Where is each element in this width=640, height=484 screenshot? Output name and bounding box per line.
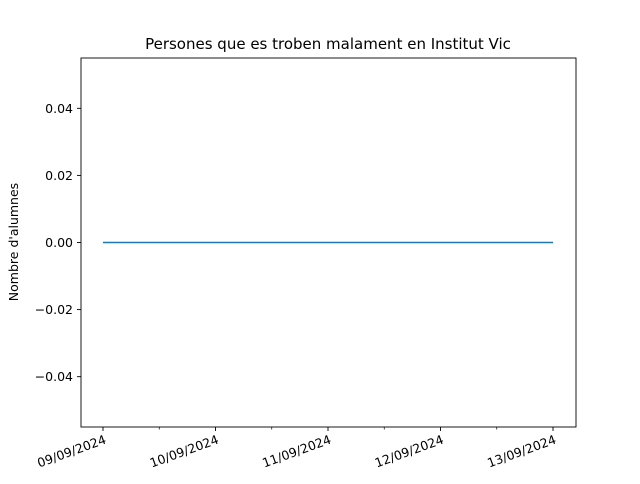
- x-tick-label: 12/09/2024: [373, 432, 446, 471]
- y-tick-label: 0.00: [45, 235, 73, 250]
- y-tick-label: 0.04: [45, 101, 73, 116]
- x-tick-label: 09/09/2024: [35, 432, 108, 471]
- chart-title: Persones que es troben malament en Insti…: [145, 35, 511, 53]
- y-tick-label: −0.04: [35, 369, 73, 384]
- x-tick-label: 10/09/2024: [148, 432, 221, 471]
- x-tick-label: 11/09/2024: [260, 432, 333, 471]
- y-axis-label: Nombre d'alumnes: [6, 183, 21, 301]
- plot-area: −0.04 −0.02 0.00 0.02 0.04 09/09/2024 10/09/20…: [35, 58, 576, 470]
- y-tick-label: 0.02: [45, 168, 73, 183]
- x-tick-label: 13/09/2024: [485, 432, 558, 471]
- y-tick-label: −0.02: [35, 302, 73, 317]
